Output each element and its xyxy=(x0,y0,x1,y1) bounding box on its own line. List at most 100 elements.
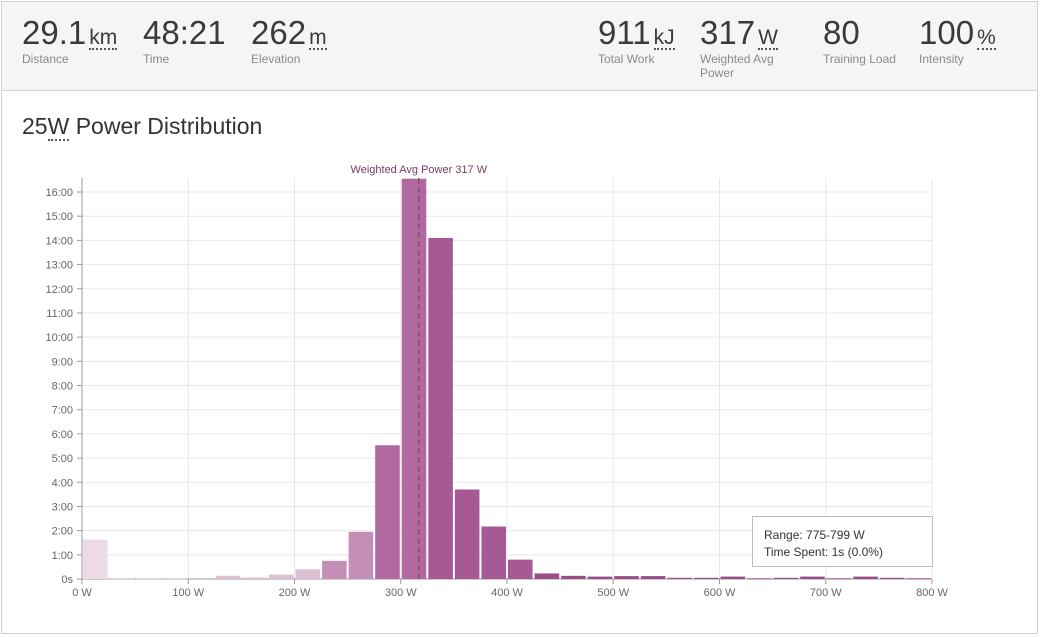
stat-value: 262 m xyxy=(251,14,327,52)
stat-number: 29.1 xyxy=(22,14,87,51)
stat-number: 80 xyxy=(823,14,860,51)
y-tick-label: 8:00 xyxy=(52,381,73,393)
stat-value: 48:21 xyxy=(143,14,226,52)
stat-unit[interactable]: km xyxy=(89,26,118,50)
histogram-bar[interactable] xyxy=(322,560,347,579)
histogram-bar[interactable] xyxy=(215,575,241,579)
histogram-bar[interactable] xyxy=(800,576,825,579)
stat-training-load: 80 Training Load xyxy=(823,14,896,66)
x-tick-label: 400 W xyxy=(491,587,523,599)
stat-elevation: 262 m Elevation xyxy=(251,14,327,66)
histogram-bar[interactable] xyxy=(428,237,453,580)
x-tick-label: 700 W xyxy=(810,587,842,599)
histogram-bar[interactable] xyxy=(906,578,931,580)
histogram-bar[interactable] xyxy=(693,577,719,579)
y-tick-label: 2:00 xyxy=(52,526,73,538)
y-tick-label: 4:00 xyxy=(52,477,73,489)
stat-number: 100 xyxy=(919,14,975,51)
histogram-bar[interactable] xyxy=(401,178,427,579)
y-tick-label: 6:00 xyxy=(52,429,73,441)
histogram-bar[interactable] xyxy=(295,569,321,579)
histogram-bar[interactable] xyxy=(534,573,560,579)
histogram-bar[interactable] xyxy=(454,489,480,579)
histogram-bar[interactable] xyxy=(136,578,161,580)
y-tick-label: 15:00 xyxy=(45,211,73,223)
stat-label: Elevation xyxy=(251,52,301,66)
histogram-bar[interactable] xyxy=(587,576,613,579)
tooltip-range: Range: 775-799 W xyxy=(764,528,865,542)
histogram-bar[interactable] xyxy=(667,577,692,579)
x-tick-label: 100 W xyxy=(172,587,204,599)
stat-unit[interactable]: kJ xyxy=(653,26,675,50)
stat-unit[interactable]: % xyxy=(977,26,996,50)
x-tick-label: 200 W xyxy=(279,587,311,599)
histogram-bar[interactable] xyxy=(747,578,772,580)
stat-number: 48:21 xyxy=(143,14,226,51)
histogram-bar[interactable] xyxy=(853,576,878,579)
histogram-bar[interactable] xyxy=(879,577,905,579)
y-tick-label: 1:00 xyxy=(52,550,73,562)
histogram-bar[interactable] xyxy=(375,445,400,579)
histogram-bar[interactable] xyxy=(614,576,639,579)
title-bin-size: 25 xyxy=(22,113,48,139)
y-tick-label: 13:00 xyxy=(45,260,73,272)
histogram-bar[interactable] xyxy=(481,526,506,579)
histogram-bar[interactable] xyxy=(640,576,666,579)
stat-unit[interactable]: m xyxy=(309,26,327,50)
stat-label: Total Work xyxy=(598,52,655,66)
x-tick-label: 600 W xyxy=(704,587,736,599)
y-tick-label: 9:00 xyxy=(52,356,73,368)
x-tick-label: 0 W xyxy=(72,587,92,599)
stat-label: Time xyxy=(143,52,170,66)
x-tick-label: 800 W xyxy=(916,587,948,599)
stat-value: 80 xyxy=(823,14,896,52)
histogram-bar[interactable] xyxy=(83,539,108,579)
weighted-avg-power-label: Weighted Avg Power 317 W xyxy=(351,164,488,176)
histogram-bar[interactable] xyxy=(561,575,586,579)
stat-label: Distance xyxy=(22,52,69,66)
stat-label: Training Load xyxy=(823,52,896,66)
y-tick-label: 16:00 xyxy=(45,187,73,199)
histogram-bar[interactable] xyxy=(109,578,135,580)
stat-label: Weighted Avg Power xyxy=(700,52,774,80)
histogram-bar[interactable] xyxy=(773,577,799,579)
stat-total-work: 911 kJ Total Work xyxy=(598,14,675,66)
histogram-bar[interactable] xyxy=(508,559,533,579)
stat-value: 317 W xyxy=(700,14,780,52)
stat-number: 911 xyxy=(598,14,651,51)
x-tick-label: 300 W xyxy=(385,587,417,599)
stat-value: 100% xyxy=(919,14,996,52)
histogram-bar[interactable] xyxy=(348,531,374,579)
x-tick-label: 500 W xyxy=(597,587,629,599)
title-unit[interactable]: W xyxy=(47,113,70,141)
chart-title: 25W Power Distribution xyxy=(22,113,263,141)
stats-bar: 29.1 km Distance 48:21 Time 262 m Elevation 911 k… xyxy=(2,2,1037,91)
y-tick-label: 11:00 xyxy=(46,308,73,320)
stat-distance: 29.1 km Distance xyxy=(22,14,118,66)
y-tick-label: 10:00 xyxy=(45,332,73,344)
stat-unit[interactable]: W xyxy=(758,26,778,50)
stat-value: 29.1 km xyxy=(22,14,118,52)
stat-label: Intensity xyxy=(919,52,964,66)
histogram-bar[interactable] xyxy=(162,578,188,580)
histogram-bar[interactable] xyxy=(826,578,852,580)
stat-intensity: 100% Intensity xyxy=(919,14,996,66)
y-tick-label: 5:00 xyxy=(52,453,73,465)
title-text: Power Distribution xyxy=(69,113,263,139)
stat-weighted-avg-power: 317 W Weighted Avg Power xyxy=(700,14,780,80)
y-tick-label: 0s xyxy=(61,574,73,586)
y-tick-label: 7:00 xyxy=(52,405,73,417)
stat-number: 262 xyxy=(251,14,307,51)
histogram-bar[interactable] xyxy=(268,574,294,579)
stat-value: 911 kJ xyxy=(598,14,675,52)
y-tick-label: 14:00 xyxy=(45,235,73,247)
histogram-bar[interactable] xyxy=(720,576,746,579)
y-tick-label: 12:00 xyxy=(45,284,73,296)
power-distribution-chart[interactable]: 0s 1:00 2:00 3:00 4:00 5:00 6:00 7:00 8:00 9:00 10… xyxy=(0,155,1042,605)
histogram-bar[interactable] xyxy=(242,577,267,579)
stat-time: 48:21 Time xyxy=(143,14,226,66)
chart-tooltip: Range: 775-799 W Time Spent: 1s (0.0%) xyxy=(752,516,933,567)
stat-number: 317 xyxy=(700,14,756,51)
y-tick-label: 3:00 xyxy=(52,501,73,513)
